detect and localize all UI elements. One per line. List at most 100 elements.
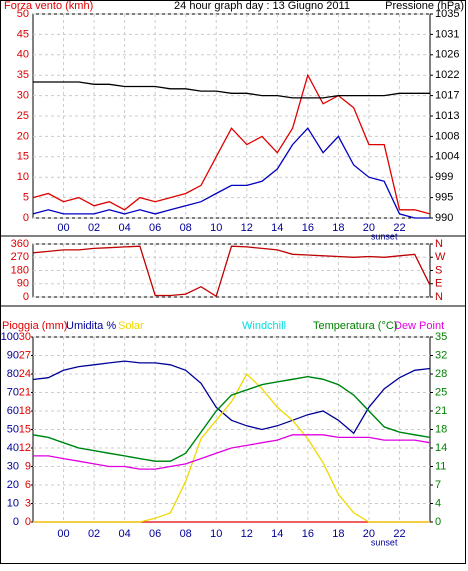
y2-tick-label: E bbox=[435, 278, 442, 290]
y2-tick-label: 21 bbox=[435, 405, 447, 417]
y-tick-label: 5 bbox=[23, 192, 29, 204]
y-tick-label: 20 bbox=[17, 130, 29, 142]
y2-tick-label: 999 bbox=[435, 171, 453, 183]
y-tick-label: 270 bbox=[11, 251, 29, 263]
y2-tick-label: W bbox=[435, 251, 446, 263]
x-tick-label: 12 bbox=[241, 222, 253, 234]
x-tick-label: 00 bbox=[57, 222, 69, 234]
y2-tick-label: 1008 bbox=[435, 130, 459, 142]
y2-tick-label: 1004 bbox=[435, 151, 459, 163]
data-line bbox=[32, 375, 431, 462]
y2-tick-label: N bbox=[435, 238, 443, 250]
y-tick-label: 20 bbox=[7, 479, 19, 491]
x-tick-label: 20 bbox=[363, 528, 375, 540]
y2-tick-label: S bbox=[435, 264, 442, 276]
y2-tick-label: 35 bbox=[435, 331, 447, 343]
y2-tick-label: 1031 bbox=[435, 28, 459, 40]
y3-tick-label: 27 bbox=[19, 349, 31, 361]
y3-tick-label: 6 bbox=[25, 479, 31, 491]
x-tick-label: 22 bbox=[393, 222, 405, 234]
annotation: sunset bbox=[371, 231, 398, 241]
y2-tick-label: 28 bbox=[435, 368, 447, 380]
y-tick-label: 35 bbox=[17, 69, 29, 81]
data-line bbox=[33, 372, 430, 523]
x-tick-label: 22 bbox=[393, 528, 405, 540]
y-tick-label: 90 bbox=[17, 278, 29, 290]
y-tick-label: 40 bbox=[7, 442, 19, 454]
y-tick-label: 360 bbox=[11, 238, 29, 250]
y3-tick-label: 0 bbox=[25, 516, 31, 528]
y-tick-label: 40 bbox=[17, 49, 29, 61]
y2-tick-label: 1035 bbox=[435, 8, 459, 20]
chart-title: 24 hour graph day : 13 Giugno 2011 bbox=[174, 0, 350, 12]
y3-tick-label: 15 bbox=[19, 423, 31, 435]
data-line bbox=[32, 127, 430, 219]
y-tick-label: 25 bbox=[17, 110, 29, 122]
y-tick-label: 50 bbox=[7, 423, 19, 435]
legend-entry: Windchill bbox=[242, 320, 286, 332]
x-tick-label: 00 bbox=[57, 528, 69, 540]
y2-axis-label: Pressione (hPa) bbox=[385, 0, 464, 12]
x-tick-label: 02 bbox=[88, 222, 100, 234]
y2-tick-label: N bbox=[435, 291, 443, 303]
y-tick-label: 15 bbox=[17, 151, 29, 163]
y-tick-label: 80 bbox=[7, 368, 19, 380]
y2-tick-label: 14 bbox=[435, 442, 447, 454]
y2-tick-label: 4 bbox=[435, 497, 441, 509]
y-tick-label: 180 bbox=[11, 264, 29, 276]
x-tick-label: 04 bbox=[118, 528, 130, 540]
y2-tick-label: 1026 bbox=[435, 49, 459, 61]
legend-entry: Dew Point bbox=[394, 320, 444, 332]
y3-tick-label: 24 bbox=[19, 368, 31, 380]
y-tick-label: 10 bbox=[7, 497, 19, 509]
y3-tick-label: 30 bbox=[19, 331, 31, 343]
y-tick-label: 70 bbox=[7, 386, 19, 398]
y2-tick-label: 0 bbox=[435, 516, 441, 528]
y-tick-label: 50 bbox=[17, 8, 29, 20]
y-tick-label: 60 bbox=[7, 405, 19, 417]
x-tick-label: 08 bbox=[180, 222, 192, 234]
y2-tick-label: 7 bbox=[435, 479, 441, 491]
y2-tick-label: 18 bbox=[435, 423, 447, 435]
annotation: sunset bbox=[371, 537, 398, 547]
y2-tick-label: 25 bbox=[435, 386, 447, 398]
y-tick-label: 30 bbox=[7, 460, 19, 472]
y3-tick-label: 3 bbox=[25, 497, 31, 509]
y2-tick-label: 1013 bbox=[435, 110, 459, 122]
y-tick-label: 10 bbox=[17, 171, 29, 183]
y3-tick-label: 18 bbox=[19, 405, 31, 417]
x-tick-label: 18 bbox=[332, 222, 344, 234]
data-line bbox=[32, 360, 431, 435]
y2-tick-label: 990 bbox=[435, 212, 453, 224]
y2-tick-label: 995 bbox=[435, 192, 453, 204]
x-tick-label: 12 bbox=[241, 528, 253, 540]
legend-entry: Temperatura (°C) bbox=[313, 320, 397, 332]
data-line bbox=[32, 245, 431, 298]
legend-entry: Solar bbox=[118, 320, 144, 332]
y2-tick-label: 1022 bbox=[435, 69, 459, 81]
x-tick-label: 14 bbox=[271, 528, 283, 540]
y3-tick-label: 21 bbox=[19, 386, 31, 398]
x-tick-label: 08 bbox=[180, 528, 192, 540]
x-tick-label: 04 bbox=[118, 222, 130, 234]
y-tick-label: 0 bbox=[13, 516, 19, 528]
x-tick-label: 18 bbox=[332, 528, 344, 540]
data-line bbox=[32, 73, 431, 215]
y-tick-label: 90 bbox=[7, 349, 19, 361]
y2-tick-label: 1017 bbox=[435, 90, 459, 102]
y-tick-label: 0 bbox=[23, 291, 29, 303]
x-tick-label: 10 bbox=[210, 222, 222, 234]
x-tick-label: 06 bbox=[149, 528, 161, 540]
y-tick-label: 45 bbox=[17, 28, 29, 40]
y2-tick-label: 11 bbox=[435, 460, 446, 472]
y-tick-label: 100 bbox=[1, 331, 19, 343]
x-tick-label: 10 bbox=[210, 528, 222, 540]
y-tick-label: 30 bbox=[17, 90, 29, 102]
x-tick-label: 02 bbox=[88, 528, 100, 540]
x-tick-label: 16 bbox=[302, 528, 314, 540]
y-axis-label: Forza vento (kmh) bbox=[4, 0, 93, 12]
y3-tick-label: 9 bbox=[25, 460, 31, 472]
data-line bbox=[33, 434, 431, 470]
legend-entry: Pioggia (mm) bbox=[2, 320, 67, 332]
